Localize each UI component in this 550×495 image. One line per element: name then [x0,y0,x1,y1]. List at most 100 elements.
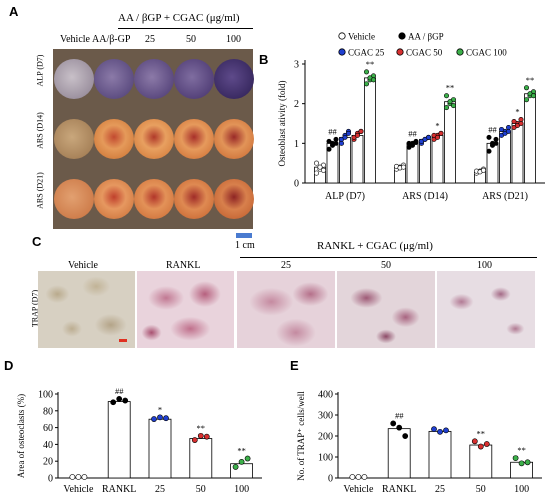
micrograph-vehicle [38,271,135,348]
panel-c-col-25: 25 [281,260,291,271]
data-point [364,81,370,87]
bar [148,418,172,479]
y-tick-label: 100 [38,390,53,401]
panel-a-col-25: 25 [145,34,155,45]
panel-c-col-100: 100 [477,260,492,271]
bar [364,77,376,184]
data-point [477,443,484,450]
significance-label: ** [366,59,375,69]
bar [524,93,536,184]
well-ars14-aabgp [94,119,134,159]
significance-label: ** [446,83,455,93]
y-axis-label: Area of osteoclasts (%) [16,394,26,478]
data-point [232,464,239,470]
data-point [197,432,204,439]
data-point [499,126,505,132]
panel-d-letter: D [4,358,14,373]
significance-label: ## [328,126,337,136]
data-point [481,167,487,173]
x-tick-label: RANKL [382,484,416,495]
y-tick-label: 0 [294,179,299,190]
data-point [355,132,361,138]
legend-marker [338,32,346,40]
y-tick-label: 60 [43,423,53,434]
data-point [244,455,251,462]
significance-label: ## [115,386,124,396]
y-axis-label: No. of TRAP⁺ cells/well [296,391,306,481]
data-point [410,142,416,148]
panel-c-treatment-header: RANKL + CGAC (μg/ml) [317,240,433,252]
data-point [511,119,517,125]
chart-d-osteoclast-area: 0 20 40 60 80 100 Area of osteoclasts (%) Vehic… [16,386,262,495]
micrograph-cgac-100 [437,271,535,348]
x-tick-label: Vehicle [63,484,94,495]
data-point [483,441,490,447]
panel-e-letter: E [290,358,299,373]
data-point [238,458,245,465]
data-point [530,93,536,99]
x-tick-label: 100 [514,484,529,495]
well-ars21-vehicle [54,179,94,219]
data-point [361,474,368,480]
y-axis-label: Osteoblast ativity (fold) [277,81,287,167]
panel-c-letter: C [32,234,42,249]
x-tick-label: 25 [155,484,165,495]
micrograph-cgac-25 [237,271,335,348]
data-point [75,474,82,480]
legend-label: Vehicle [348,32,375,42]
micrograph-cgac-50 [337,271,435,348]
well-alp-100 [214,59,254,99]
data-point [443,427,449,434]
data-point [438,130,444,136]
data-point [437,428,443,435]
well-ars21-aabgp [94,179,134,219]
data-point [151,416,157,422]
y-tick-label: 3 [294,60,299,71]
data-point [203,433,210,440]
significance-label: ** [526,75,535,85]
data-point [401,164,407,170]
data-point [69,474,76,480]
significance-label: ## [395,410,404,420]
x-tick-label: ARS (D14) [402,191,448,202]
data-point [364,69,370,75]
x-tick-label: 50 [476,484,486,495]
bar [419,138,431,184]
well-alp-25 [134,59,174,99]
x-tick-label: Vehicle [343,484,374,495]
well-ars14-vehicle [54,119,94,159]
data-point [313,170,319,176]
significance-label: ** [197,423,206,433]
well-ars14-100 [214,119,254,159]
panel-c-header-line [240,257,537,258]
data-point [523,85,529,91]
panel-a-scale-bar [236,233,252,238]
data-point [518,121,524,127]
panel-a-col-50: 50 [186,34,196,45]
y-tick-label: 400 [318,390,333,401]
panel-c-col-vehicle: Vehicle [68,260,98,271]
significance-label: * [515,107,519,117]
legend-label: CGAC 50 [406,48,443,58]
data-point [157,414,163,421]
data-point [447,99,453,105]
bar [511,123,524,184]
bar [428,430,452,479]
data-point [471,438,478,445]
data-point [435,134,441,140]
data-point [426,134,432,140]
panel-a-row-ars21: ARS (D21) [35,172,45,209]
data-point [358,128,364,134]
data-point [371,77,377,83]
panel-a-scale-label: 1 cm [235,240,255,251]
legend-marker [338,48,346,56]
data-point [444,93,450,99]
legend-label: CGAC 100 [466,48,507,58]
data-point [349,474,356,480]
data-point [321,167,327,173]
x-tick-label: ALP (D7) [325,191,365,202]
y-tick-label: 200 [318,432,333,443]
x-tick-label: 25 [435,484,445,495]
chart-e-trap-cells: 0 100 200 300 400 No. of TRAP⁺ cells/well Vehi… [296,390,542,495]
data-point [326,146,332,152]
